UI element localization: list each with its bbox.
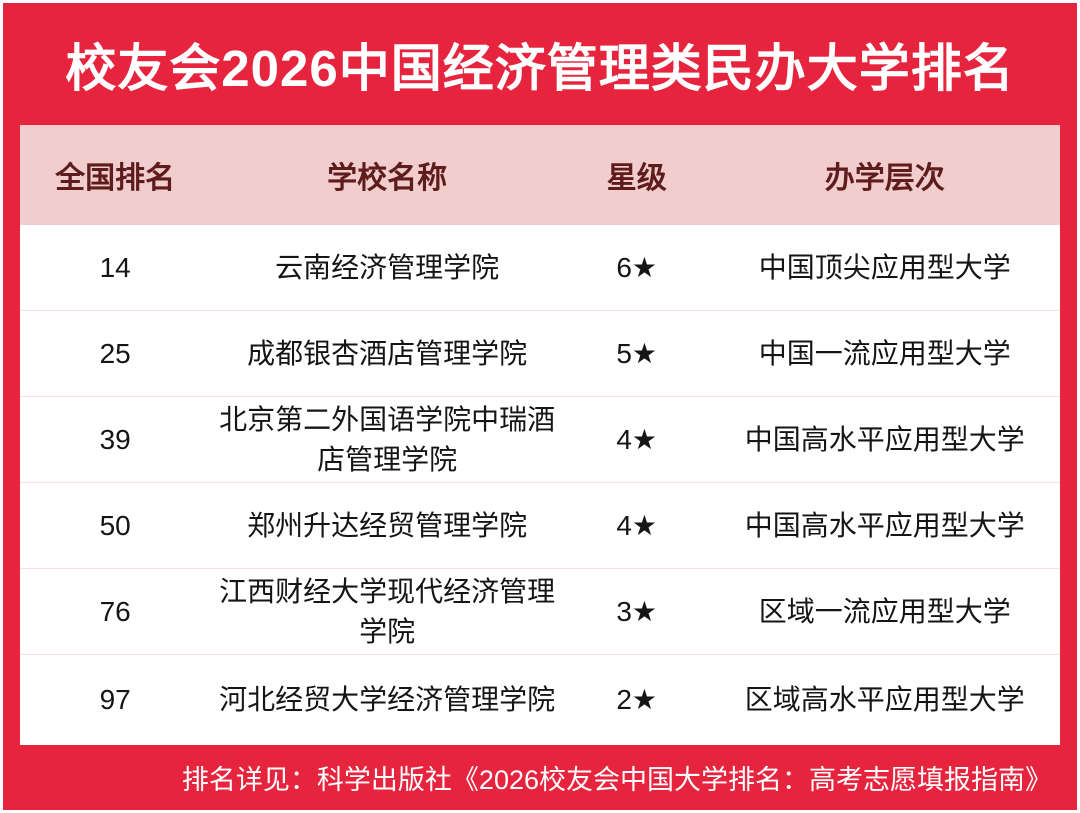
rank-cell: 14: [99, 251, 131, 283]
rank-cell: 39: [99, 423, 131, 455]
stars-cell: 5★: [616, 337, 658, 369]
banner: 校友会2026中国经济管理类民办大学排名: [3, 3, 1077, 125]
level-cell: 区域一流应用型大学: [758, 595, 1011, 627]
stars-cell: 3★: [616, 595, 658, 627]
table-row: 25 成都银杏酒店管理学院 5★ 中国一流应用型大学: [20, 311, 1060, 397]
table-header-row: 全国排名 学校名称 星级 办学层次: [20, 125, 1060, 225]
rank-cell: 25: [99, 337, 131, 369]
ranking-table: 全国排名 学校名称 星级 办学层次 14 云南经济管理学院 6★ 中国顶尖应用型…: [20, 125, 1060, 745]
stars-cell: 6★: [616, 251, 658, 283]
level-cell: 中国高水平应用型大学: [744, 423, 1025, 455]
rank-cell: 76: [99, 595, 131, 627]
header-cell-level: 办学层次: [824, 162, 945, 195]
school-name-cell: 江西财经大学现代经济管理学院: [219, 575, 556, 647]
footer-source-note: 排名详见：科学出版社《2026校友会中国大学排名：高考志愿填报指南》: [181, 765, 1052, 795]
footer: 排名详见：科学出版社《2026校友会中国大学排名：高考志愿填报指南》: [3, 745, 1077, 810]
stars-cell: 4★: [616, 509, 658, 541]
table-body: 14 云南经济管理学院 6★ 中国顶尖应用型大学 25 成都银杏酒店管理学院 5…: [20, 225, 1060, 745]
school-name-cell: 北京第二外国语学院中瑞酒店管理学院: [219, 403, 556, 475]
header-cell-name: 学校名称: [327, 162, 448, 195]
school-name-cell: 河北经贸大学经济管理学院: [219, 684, 556, 715]
stars-cell: 2★: [616, 684, 658, 715]
header-cell-rank: 全国排名: [55, 162, 176, 195]
school-name-cell: 云南经济管理学院: [275, 251, 500, 283]
red-canvas: 校友会2026中国经济管理类民办大学排名 全国排名 学校名称 星级 办学层次 1…: [3, 3, 1077, 810]
header-cell-stars: 星级: [606, 162, 667, 195]
level-cell: 中国高水平应用型大学: [744, 509, 1025, 541]
school-name-cell: 成都银杏酒店管理学院: [247, 337, 528, 369]
rank-cell: 50: [99, 509, 131, 541]
level-cell: 中国顶尖应用型大学: [758, 251, 1011, 283]
stars-cell: 4★: [616, 423, 658, 455]
table-row: 97 河北经贸大学经济管理学院 2★ 区域高水平应用型大学: [20, 655, 1060, 745]
table-row: 14 云南经济管理学院 6★ 中国顶尖应用型大学: [20, 225, 1060, 311]
table-row: 50 郑州升达经贸管理学院 4★ 中国高水平应用型大学: [20, 483, 1060, 569]
table-row: 39 北京第二外国语学院中瑞酒店管理学院 4★ 中国高水平应用型大学: [20, 397, 1060, 483]
level-cell: 区域高水平应用型大学: [744, 684, 1025, 715]
table-row: 76 江西财经大学现代经济管理学院 3★ 区域一流应用型大学: [20, 569, 1060, 655]
level-cell: 中国一流应用型大学: [758, 337, 1011, 369]
rank-cell: 97: [99, 684, 131, 715]
page-title: 校友会2026中国经济管理类民办大学排名: [65, 40, 1015, 97]
school-name-cell: 郑州升达经贸管理学院: [247, 509, 528, 541]
